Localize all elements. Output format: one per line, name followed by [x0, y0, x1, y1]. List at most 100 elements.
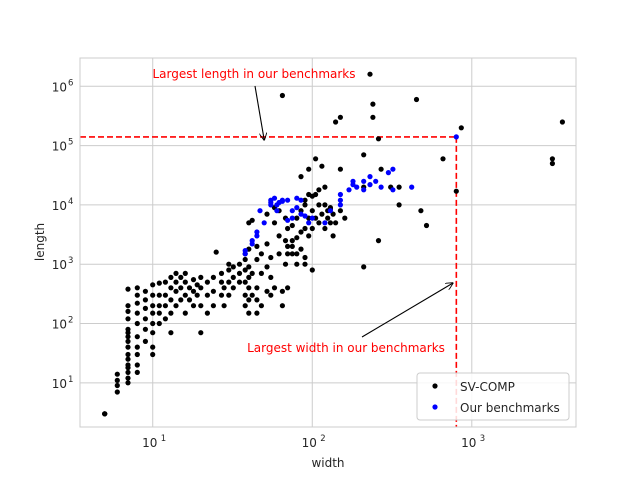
data-point: [134, 334, 140, 340]
data-point: [370, 114, 376, 120]
data-point: [254, 285, 260, 291]
legend-marker: [432, 383, 438, 389]
data-point: [125, 362, 131, 368]
data-point: [125, 326, 131, 332]
data-point: [309, 208, 315, 214]
data-point: [294, 235, 300, 241]
data-point: [134, 310, 140, 316]
data-point: [285, 197, 291, 203]
legend-marker: [432, 404, 438, 410]
data-point: [264, 288, 270, 294]
data-point: [375, 136, 382, 142]
data-point: [282, 238, 289, 244]
data-point: [210, 288, 216, 294]
data-point: [370, 101, 376, 107]
data-points: [102, 71, 566, 417]
y-tick-label: 10: [52, 258, 67, 272]
data-point: [150, 351, 156, 358]
data-point: [218, 279, 225, 285]
data-point: [322, 202, 328, 208]
data-point: [298, 246, 304, 252]
data-point: [322, 225, 328, 232]
data-point: [242, 279, 248, 285]
data-point: [418, 208, 424, 214]
data-point: [213, 249, 219, 255]
data-point: [316, 187, 322, 193]
plot-area: [80, 58, 576, 427]
data-point: [150, 344, 156, 350]
data-point: [134, 351, 140, 358]
data-point: [361, 264, 367, 270]
data-point: [230, 264, 236, 270]
data-point: [156, 320, 162, 327]
data-point: [226, 267, 232, 273]
data-point: [254, 229, 260, 235]
data-point: [330, 233, 336, 239]
data-point: [242, 256, 248, 263]
data-point: [125, 338, 131, 344]
data-point: [409, 184, 415, 190]
data-point: [246, 274, 252, 280]
data-point: [114, 389, 120, 395]
data-point: [236, 279, 243, 285]
data-point: [182, 279, 188, 285]
y-tick-label: 10: [52, 377, 67, 391]
data-point: [279, 198, 285, 204]
data-point: [162, 279, 168, 285]
data-point: [309, 267, 315, 273]
data-point: [413, 96, 420, 103]
data-point: [249, 217, 255, 223]
y-tick-label: 10: [52, 318, 67, 332]
data-point: [230, 285, 236, 291]
data-point: [204, 279, 210, 285]
data-point: [302, 225, 308, 232]
data-point: [236, 270, 243, 276]
data-point: [125, 380, 131, 386]
data-point: [168, 330, 174, 336]
data-point: [134, 362, 140, 368]
data-point: [282, 261, 289, 267]
x-tick-label: 10: [142, 436, 157, 450]
data-point: [453, 188, 459, 194]
data-point: [258, 270, 264, 276]
data-point: [337, 166, 343, 172]
y-tick-label: 10: [52, 80, 67, 94]
data-point: [302, 261, 308, 267]
data-point: [162, 316, 168, 322]
data-point: [173, 303, 179, 309]
data-point: [194, 282, 200, 288]
data-point: [114, 377, 120, 383]
data-point: [322, 220, 328, 226]
data-point: [186, 285, 193, 291]
data-point: [198, 274, 204, 280]
data-point: [242, 251, 248, 257]
data-point: [285, 217, 291, 223]
data-point: [194, 292, 200, 298]
data-point: [150, 310, 156, 316]
data-point: [361, 187, 367, 193]
data-point: [142, 316, 148, 322]
data-point: [134, 369, 140, 375]
data-point: [134, 285, 140, 291]
data-point: [276, 251, 282, 257]
data-point: [285, 251, 291, 257]
data-point: [367, 174, 373, 180]
data-point: [289, 238, 295, 244]
x-tick-labels: 10 1 10 2 10 3: [142, 434, 485, 450]
data-point: [396, 202, 402, 208]
data-point: [378, 184, 384, 190]
data-point: [350, 182, 356, 188]
data-point: [102, 411, 108, 417]
data-point: [246, 285, 252, 291]
data-point: [333, 119, 339, 125]
data-point: [150, 292, 156, 298]
data-point: [271, 195, 278, 201]
data-point: [313, 191, 319, 198]
data-point: [258, 251, 264, 257]
data-point: [367, 71, 373, 77]
data-point: [178, 297, 184, 303]
data-point: [289, 215, 295, 221]
data-point: [198, 303, 204, 309]
data-point: [242, 303, 248, 309]
